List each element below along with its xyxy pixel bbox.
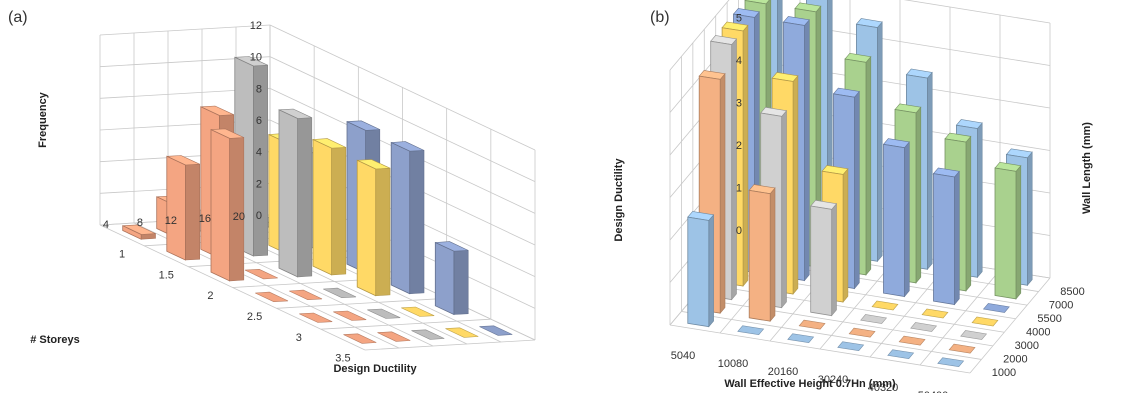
z-axis-title: Design Ductility	[613, 158, 625, 242]
bar-b-1000-10080	[737, 325, 765, 336]
y-tick-label: 2000	[1003, 354, 1027, 366]
chart-a: 0 2 4 6 8 10 12 1 1.5 2 2.5 3 3.5 4 8 12 16 20 Frequency De…	[8, 9, 536, 375]
bar-a-20-3.5	[479, 325, 513, 336]
bar-a-12-3.5	[411, 329, 445, 340]
x-tick-label: 50400	[918, 390, 949, 393]
bar-b-1000-40320	[887, 349, 915, 360]
bar-b-2000-50400	[948, 343, 976, 354]
y-tick-label: 1000	[992, 367, 1016, 379]
z-tick-label: 1	[736, 183, 742, 195]
x-tick-label: 1.5	[159, 269, 174, 281]
bar-a-4-1	[122, 224, 156, 240]
y-tick-label: 20	[233, 211, 245, 223]
bar-a-8-3	[333, 310, 367, 321]
bar-a-4-3	[299, 312, 333, 323]
bar-a-4-1.5	[166, 155, 200, 261]
bar-a-16-2	[312, 138, 347, 276]
bar-b-2000-10080	[748, 184, 776, 323]
bar-a-4-2	[210, 128, 245, 282]
x-axis-title: Design Ductility	[333, 363, 417, 375]
y-tick-label: 4	[103, 219, 109, 231]
bar-b-5500-40320	[932, 167, 960, 306]
chart-b: 0123456504010080201603024040320504001000…	[613, 0, 1093, 393]
x-tick-label: 20160	[768, 366, 799, 378]
z-tick-label: 12	[250, 20, 262, 32]
bar-b-1000-50400	[937, 357, 965, 368]
bar-b-3000-40320	[910, 322, 938, 332]
y-tick-label: 5500	[1037, 313, 1061, 325]
y-tick-label: 7000	[1049, 299, 1073, 311]
bar-a-12-3	[367, 308, 401, 319]
bar-b-2000-30240	[848, 327, 876, 338]
bar-b-2000-20160	[798, 319, 826, 330]
y-tick-label: 8500	[1060, 286, 1084, 298]
y-tick-label: 16	[199, 213, 211, 225]
bar-a-16-3	[401, 306, 435, 317]
z-axis-title: Frequency	[37, 91, 49, 148]
z-tick-label: 2	[256, 178, 262, 190]
bar-b-3000-50400	[960, 330, 988, 340]
bar-a-8-2	[244, 268, 278, 280]
bar-a-4-3.5	[343, 333, 377, 344]
x-tick-label: 2	[207, 290, 213, 302]
bar-b-3000-30240	[860, 314, 888, 324]
x-tick-label: 1	[119, 248, 125, 260]
z-tick-label: 6	[256, 115, 262, 127]
z-tick-label: 0	[736, 225, 742, 237]
x-tick-label: 5040	[671, 350, 695, 362]
z-tick-label: 0	[256, 210, 262, 222]
z-tick-label: 4	[256, 147, 262, 159]
y-axis-title: # Storeys	[30, 334, 80, 346]
z-tick-label: 2	[736, 140, 742, 152]
bar-a-12-2.5	[323, 287, 357, 299]
z-tick-label: 3	[736, 98, 742, 110]
bar-a-20-3	[434, 241, 469, 316]
x-tick-label: 3.5	[335, 353, 350, 365]
bar-b-4000-40320	[921, 308, 949, 319]
y-tick-label: 8	[137, 217, 143, 229]
bar-a-16-2.5	[356, 159, 391, 297]
bar-b-1000-5040	[687, 211, 715, 328]
y-tick-label: 12	[165, 215, 177, 227]
bar-b-1000-20160	[787, 333, 815, 344]
z-tick-label: 5	[736, 13, 742, 25]
z-tick-label: 10	[250, 52, 262, 64]
x-axis-title: Wall Effective Height 0.7Hn (mm)	[724, 378, 896, 390]
bar-b-4000-50400	[971, 316, 999, 327]
panel-label: (a)	[8, 9, 28, 26]
y-axis-title: Wall Length (mm)	[1081, 122, 1093, 214]
z-tick-label: 4	[736, 55, 742, 67]
y-tick-label: 3000	[1015, 340, 1039, 352]
bar-a-4-2.5	[255, 291, 289, 303]
bar-b-1000-30240	[837, 341, 865, 352]
y-tick-label: 4000	[1026, 327, 1050, 339]
bar-a-8-2.5	[289, 289, 323, 301]
x-tick-label: 30240	[818, 374, 849, 386]
bar-b-7000-50400	[994, 161, 1022, 300]
bar-b-4000-30240	[871, 300, 899, 311]
bar-b-5500-30240	[882, 138, 910, 298]
bar-a-12-2	[278, 108, 313, 278]
bar-a-16-3.5	[445, 327, 479, 338]
x-tick-label: 40320	[868, 382, 899, 393]
z-tick-label: 8	[256, 83, 262, 95]
x-tick-label: 2.5	[247, 311, 262, 323]
x-tick-label: 3	[296, 332, 302, 344]
bar-a-8-3.5	[377, 331, 411, 342]
bar-b-5500-50400	[982, 303, 1010, 313]
bar-b-3000-20160	[810, 199, 838, 317]
panel-label: (b)	[650, 9, 670, 26]
x-tick-label: 10080	[718, 358, 749, 370]
bar-b-2000-40320	[898, 335, 926, 346]
bar-a-20-2.5	[390, 141, 425, 295]
